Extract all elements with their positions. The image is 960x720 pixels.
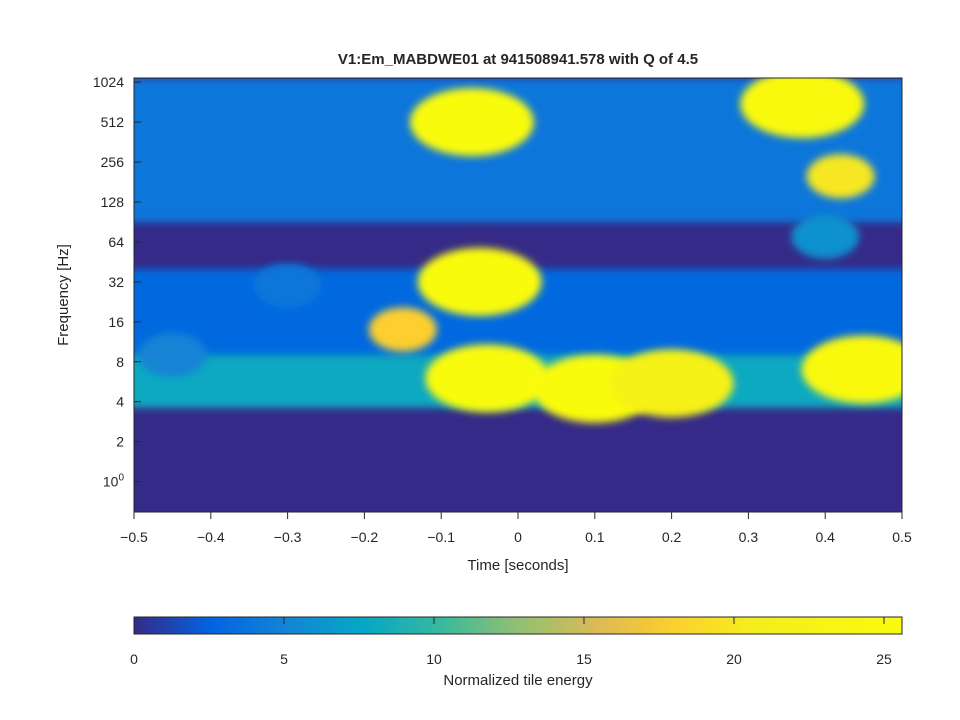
energy-region-3 [417,247,542,316]
x-tick-label: −0.4 [197,529,225,545]
x-tick-label: 0.5 [892,529,912,545]
energy-region-12 [791,214,860,259]
y-axis-label: Frequency [Hz] [55,244,72,346]
y-tick-label: 128 [101,194,125,210]
y-tick-label: 16 [108,314,124,330]
colorbar-tick-label: 20 [726,651,742,667]
energy-region-5 [368,307,437,352]
energy-region-4 [409,88,534,157]
colorbar-label: Normalized tile energy [443,672,593,689]
colorbar-gradient [133,616,903,635]
colorbar-tick-label: 25 [876,651,892,667]
x-tick-label: −0.5 [120,529,148,545]
x-tick-label: 0 [514,529,522,545]
heatmap-plot-area [133,77,903,513]
y-tick-label: 1024 [93,74,124,90]
y-tick-label: 8 [116,354,124,370]
y-tick-label: 2 [116,434,124,450]
x-tick-label: 0.4 [815,529,835,545]
y-tick-label: 4 [116,394,124,410]
x-tick-label: 0.3 [739,529,759,545]
colorbar-tick-label: 5 [280,651,288,667]
energy-region-6 [609,349,734,418]
x-tick-label: 0.2 [662,529,682,545]
x-tick-label: 0.1 [585,529,605,545]
colorbar-ticks: 0 5 10 15 20 25 [130,617,892,667]
energy-region-7 [801,335,902,404]
y-axis: 100 2 4 8 16 32 64 128 256 512 1024 [93,74,141,490]
y-tick-label: 64 [108,234,124,250]
colorbar-tick-label: 15 [576,651,592,667]
energy-region-11 [253,263,322,308]
y-tick-label: 512 [101,114,125,130]
x-tick-label: −0.2 [351,529,379,545]
x-tick-label: −0.3 [274,529,302,545]
x-axis-label: Time [seconds] [467,557,568,574]
y-tick-label: 256 [101,154,125,170]
colorbar-tick-label: 0 [130,651,138,667]
energy-region-8 [740,78,865,139]
y-tick-label: 32 [108,274,124,290]
colorbar-tick-label: 10 [426,651,442,667]
chart-title: V1:Em_MABDWE01 at 941508941.578 with Q o… [338,51,698,68]
energy-region-1 [425,344,550,413]
x-tick-label: −0.1 [427,529,455,545]
heatmap-energy-regions [134,78,902,423]
energy-region-9 [806,154,875,199]
y-tick-label: 100 [103,473,125,490]
colorbar: 0 5 10 15 20 25 Normalized tile energy [130,616,903,689]
x-axis: −0.5 −0.4 −0.3 −0.2 −0.1 0 0.1 0.2 0.3 0.4 0.5 [120,512,912,545]
y-tick-superscript: 0 [118,473,124,484]
energy-region-10 [138,332,207,377]
